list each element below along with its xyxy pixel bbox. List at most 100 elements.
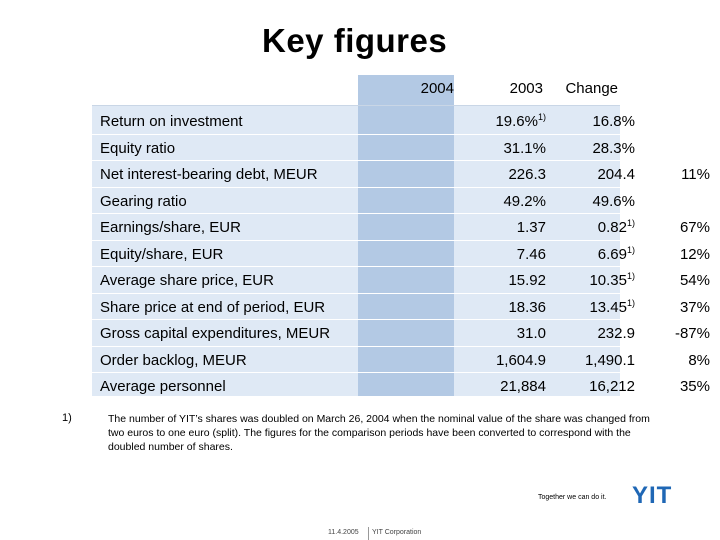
- cell-change: 54%: [679, 272, 710, 289]
- cell-value: 6.69: [597, 245, 627, 263]
- row-label: Average personnel: [100, 378, 226, 395]
- table-row: Average personnel 21,884 16,212 35%: [92, 372, 710, 399]
- yit-logo: YIT: [632, 482, 673, 509]
- footnote-ref: 1): [626, 218, 635, 228]
- cell-2004: 31.1%: [450, 140, 546, 157]
- cell-2003: 16.8%: [550, 113, 635, 130]
- cell-2004: 19.6%1): [450, 112, 546, 131]
- cell-value: 16,212: [589, 378, 635, 395]
- cell-value: 13.45: [589, 298, 627, 316]
- table-row: Share price at end of period, EUR 18.36 13…: [92, 293, 710, 320]
- row-label: Share price at end of period, EUR: [100, 298, 326, 316]
- row-divider: [92, 345, 620, 347]
- cell-2003: 1,490.1: [550, 352, 635, 369]
- cell-2003: 232.9: [550, 325, 635, 342]
- table-row: Average share price, EUR 15.92 10.351) 54%: [92, 266, 710, 293]
- cell-2003: 204.4: [550, 166, 635, 183]
- row-label: Gearing ratio: [100, 192, 187, 210]
- cell-value: 19.6%: [495, 113, 538, 130]
- row-divider: [92, 372, 620, 373]
- cell-value: 28.3%: [592, 139, 635, 157]
- cell-value: 10.35: [589, 272, 627, 289]
- cell-value: 18.36: [508, 298, 546, 316]
- row-divider: [92, 186, 620, 188]
- cell-2003: 0.821): [550, 218, 635, 237]
- table-row: Equity ratio 31.1% 28.3%: [92, 134, 635, 161]
- cell-value: 1,604.9: [495, 351, 546, 369]
- row-divider: [92, 160, 620, 161]
- cell-2004: 1.37: [450, 219, 546, 236]
- cell-2004: 18.36: [450, 299, 546, 316]
- cell-value: 31.1%: [503, 139, 546, 157]
- cell-2004: 21,884: [450, 378, 546, 395]
- cell-change: 35%: [679, 378, 710, 395]
- cell-2004: 1,604.9: [450, 352, 546, 369]
- cell-2003: 28.3%: [550, 140, 635, 157]
- table-header-bg: [92, 75, 620, 105]
- cell-value: 16.8%: [592, 113, 635, 130]
- table-row: Order backlog, MEUR 1,604.9 1,490.1 8%: [92, 346, 710, 373]
- cell-change: 37%: [679, 298, 710, 316]
- table-row: Earnings/share, EUR 1.37 0.821) 67%: [92, 213, 710, 240]
- cell-2004: 226.3: [450, 166, 546, 183]
- row-label: Net interest-bearing debt, MEUR: [100, 166, 318, 183]
- header-2004: 2004: [420, 80, 454, 97]
- header-2003: 2003: [509, 80, 543, 97]
- row-label: Equity/share, EUR: [100, 245, 224, 263]
- table-row: Gearing ratio 49.2% 49.6%: [92, 187, 635, 214]
- cell-change: -87%: [674, 325, 710, 342]
- cell-value: 232.9: [597, 325, 635, 342]
- cell-value: 15.92: [508, 272, 546, 289]
- cell-change: 12%: [679, 245, 710, 263]
- footnote-ref: 1): [626, 244, 635, 255]
- cell-change: 11%: [681, 166, 710, 183]
- row-label: Return on investment: [100, 113, 243, 130]
- cell-value: 204.4: [597, 166, 635, 183]
- row-label: Earnings/share, EUR: [100, 219, 241, 236]
- cell-2003: 13.451): [550, 297, 635, 316]
- column-2004-highlight: [358, 75, 454, 396]
- cell-2003: 10.351): [550, 271, 635, 290]
- cell-value: 0.82: [597, 219, 627, 236]
- row-divider: [92, 213, 620, 214]
- footer-date: 11.4.2005: [328, 529, 359, 536]
- cell-2004: 49.2%: [450, 193, 546, 210]
- row-divider: [92, 133, 620, 135]
- row-label: Order backlog, MEUR: [100, 351, 247, 369]
- cell-value: 7.46: [516, 245, 546, 263]
- table-row: Net interest-bearing debt, MEUR 226.3 204.…: [92, 160, 710, 187]
- cell-change: 67%: [679, 219, 710, 236]
- footer-divider: [368, 527, 369, 540]
- row-divider: [92, 266, 620, 267]
- cell-value: 1,490.1: [584, 351, 635, 369]
- cell-2003: 49.6%: [550, 193, 635, 210]
- cell-2003: 16,212: [550, 378, 635, 395]
- cell-2004: 31.0: [450, 325, 546, 342]
- cell-2004: 7.46: [450, 246, 546, 263]
- slogan: Together we can do it.: [538, 494, 607, 501]
- row-label: Average share price, EUR: [100, 272, 274, 289]
- key-figures-table: [92, 75, 620, 396]
- footnote-ref: 1): [537, 112, 546, 122]
- cell-value: 49.6%: [592, 192, 635, 210]
- row-divider: [92, 319, 620, 320]
- row-divider: [92, 239, 620, 241]
- page-title: Key figures: [262, 22, 448, 59]
- footer-corporation: YIT Corporation: [372, 529, 422, 536]
- table-row: Gross capital expenditures, MEUR 31.0 232.…: [92, 319, 710, 346]
- cell-change: 8%: [688, 351, 710, 369]
- footnote-ref: 1): [626, 297, 635, 308]
- footnote-ref: 1): [626, 271, 635, 281]
- row-label: Equity ratio: [100, 139, 176, 157]
- cell-value: 31.0: [516, 325, 546, 342]
- header-divider: [92, 105, 620, 106]
- footnote-text: The number of YIT’s shares was doubled o…: [108, 413, 650, 453]
- cell-value: 226.3: [508, 166, 546, 183]
- cell-value: 1.37: [516, 219, 546, 236]
- table-row: Equity/share, EUR 7.46 6.691) 12%: [92, 240, 710, 267]
- cell-value: 49.2%: [503, 192, 546, 210]
- footnote-mark: 1): [62, 412, 72, 424]
- row-label: Gross capital expenditures, MEUR: [100, 325, 331, 342]
- cell-value: 21,884: [500, 378, 546, 395]
- header-change: Change: [565, 80, 618, 97]
